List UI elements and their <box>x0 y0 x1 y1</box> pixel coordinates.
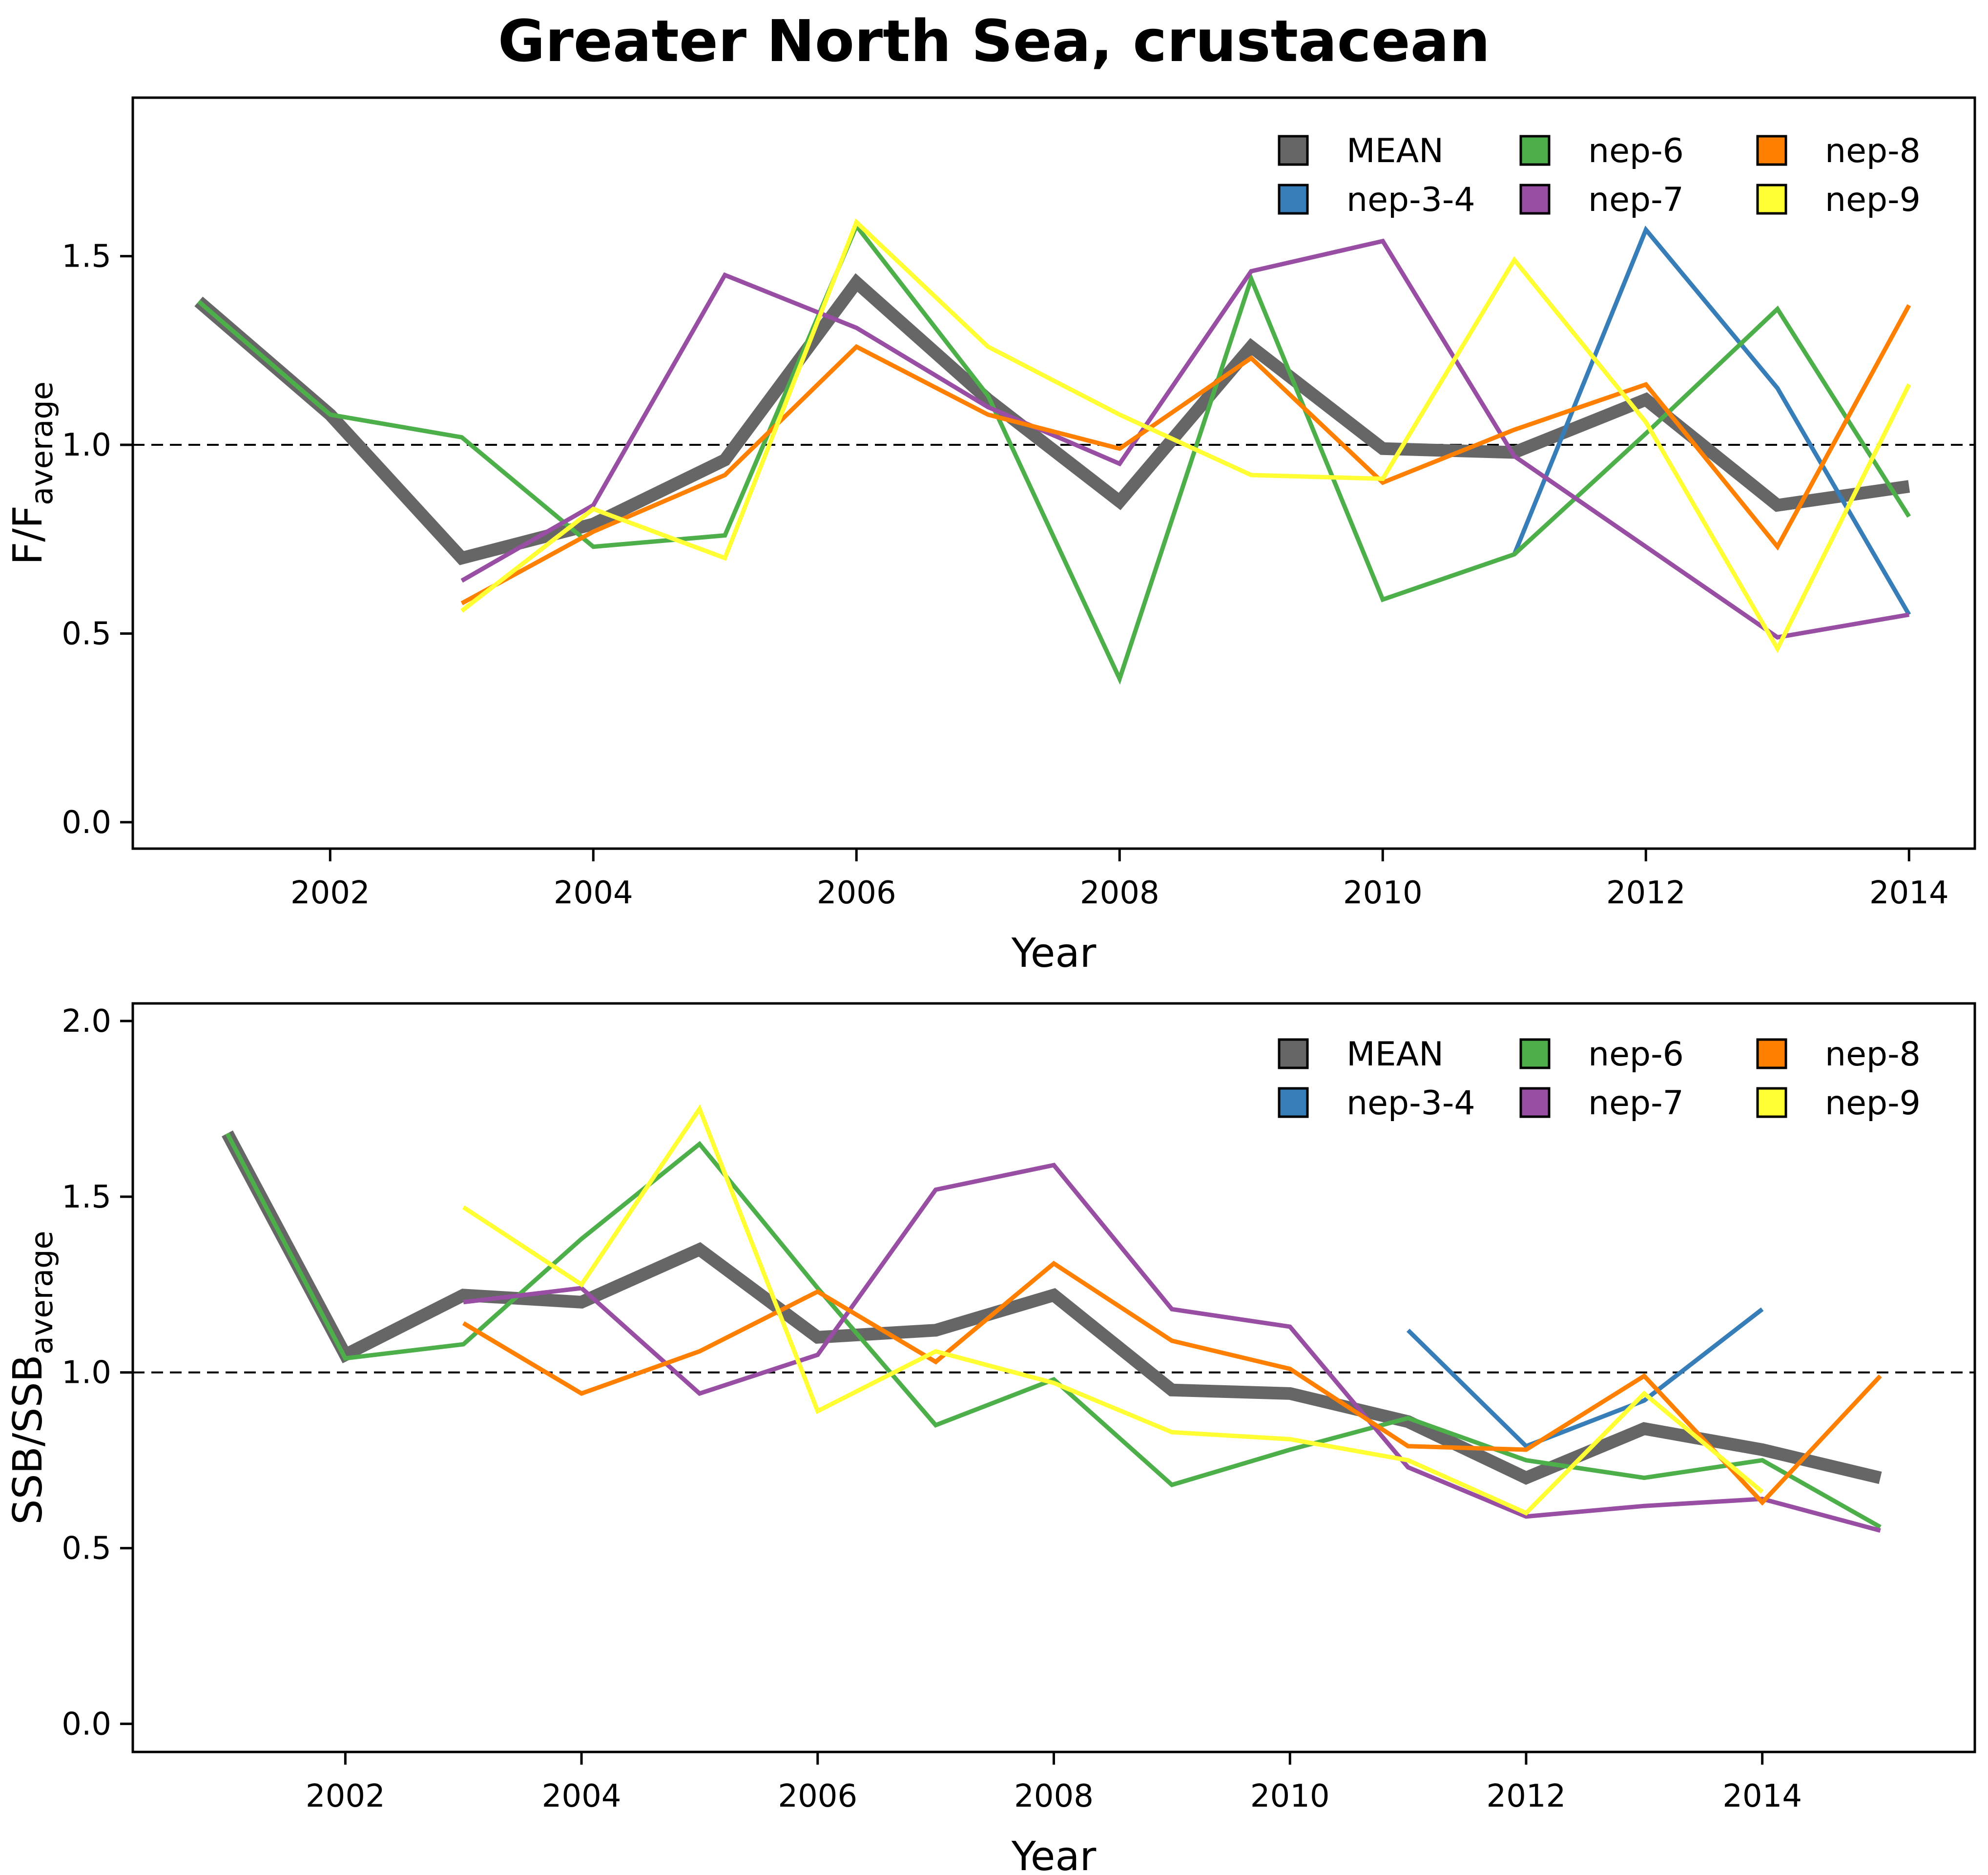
series-line-mean <box>194 273 1910 565</box>
legend-swatch-mean <box>1278 135 1309 166</box>
legend-label-nep-6: nep-6 <box>1588 1035 1684 1074</box>
series-line-nep-6 <box>225 1132 1882 1529</box>
x-tick-label: 2002 <box>306 1778 385 1814</box>
x-tick-label: 2006 <box>778 1778 857 1814</box>
legend-label-nep-3-4: nep-3-4 <box>1346 181 1475 219</box>
x-tick-label: 2006 <box>817 875 896 911</box>
y-axis-title: SSB/SSBaverage <box>5 1230 60 1524</box>
legend-swatch-nep-6 <box>1519 1038 1551 1069</box>
x-tick-label: 2004 <box>554 875 633 911</box>
legend-label-nep-9: nep-9 <box>1825 181 1921 219</box>
series-line-nep-8 <box>462 1261 1882 1506</box>
f-ratio-panel: 2002 2004 2006 2008 2010 2012 2014 0.0 0.5 1.0 1.5… <box>5 96 1976 977</box>
legend-swatch-nep-8 <box>1756 135 1787 166</box>
y-tick-label: 1.0 <box>62 427 111 463</box>
y-tick-label: 0.5 <box>62 1531 111 1567</box>
series-line-mean <box>222 1130 1882 1485</box>
y-axis-title: F/Faverage <box>5 381 60 565</box>
legend-swatch-nep-7 <box>1519 184 1551 215</box>
x-axis-title: Year <box>1011 930 1097 977</box>
y-axis-title-base: SSB/SSB <box>5 1354 51 1524</box>
chart-title: Greater North Sea, crustacean <box>498 7 1491 75</box>
legend-label-nep-7: nep-7 <box>1588 181 1684 219</box>
y-tick-label: 1.0 <box>62 1355 111 1391</box>
series-line-nep-3-4 <box>1406 1307 1764 1449</box>
legend-swatch-nep-3-4 <box>1278 1087 1309 1118</box>
series-line-nep-3-4 <box>1512 225 1911 616</box>
x-tick-label: 2008 <box>1014 1778 1094 1814</box>
legend-swatch-nep-6 <box>1519 135 1551 166</box>
legend-swatch-mean <box>1278 1038 1309 1069</box>
x-tick-label: 2002 <box>290 875 370 911</box>
y-axis-title-base: F/F <box>5 505 51 565</box>
legend-label-nep-9: nep-9 <box>1825 1084 1921 1123</box>
legend-swatch-nep-8 <box>1756 1038 1787 1069</box>
x-tick-label: 2012 <box>1606 875 1686 911</box>
y-tick-label: 0.5 <box>62 616 111 652</box>
legend-label-nep-3-4: nep-3-4 <box>1346 1084 1475 1123</box>
y-axis-title-subscript: average <box>24 381 60 505</box>
legend-swatch-nep-7 <box>1519 1087 1551 1118</box>
series-line-nep-7 <box>463 1163 1881 1533</box>
x-tick-label: 2010 <box>1250 1778 1330 1814</box>
legend-label-mean: MEAN <box>1346 1035 1444 1074</box>
legend-swatch-nep-3-4 <box>1278 184 1309 215</box>
legend-swatch-nep-9 <box>1756 1087 1787 1118</box>
series-line-nep-6 <box>197 221 1911 685</box>
x-tick-label: 2014 <box>1869 875 1949 911</box>
series-line-nep-9 <box>462 1104 1764 1516</box>
legend-label-nep-8: nep-8 <box>1825 132 1921 170</box>
legend-label-nep-6: nep-6 <box>1588 132 1684 170</box>
legend-swatch-nep-9 <box>1756 184 1787 215</box>
y-tick-label: 1.5 <box>62 239 111 275</box>
y-tick-label: 1.5 <box>62 1179 111 1215</box>
legend-label-nep-8: nep-8 <box>1825 1035 1921 1074</box>
y-tick-label: 2.0 <box>62 1003 111 1040</box>
x-tick-label: 2014 <box>1722 1778 1802 1814</box>
x-tick-label: 2004 <box>542 1778 621 1814</box>
ssb-ratio-panel: 2002 2004 2006 2008 2010 2012 2014 0.0 0.5 1.0 1.5… <box>5 1002 1976 1875</box>
x-axis-title: Year <box>1011 1833 1097 1875</box>
series-line-nep-7 <box>460 238 1910 640</box>
series-line-nep-8 <box>460 304 1911 605</box>
x-tick-label: 2010 <box>1343 875 1423 911</box>
y-tick-label: 0.0 <box>62 1706 111 1742</box>
y-tick-label: 0.0 <box>62 805 111 841</box>
x-tick-label: 2008 <box>1080 875 1160 911</box>
plot-frame <box>131 96 1976 850</box>
series-line-nep-9 <box>460 218 1911 653</box>
legend-label-mean: MEAN <box>1346 132 1444 170</box>
legend-label-nep-7: nep-7 <box>1588 1084 1684 1123</box>
x-tick-label: 2012 <box>1486 1778 1566 1814</box>
y-axis-title-subscript: average <box>24 1230 60 1354</box>
